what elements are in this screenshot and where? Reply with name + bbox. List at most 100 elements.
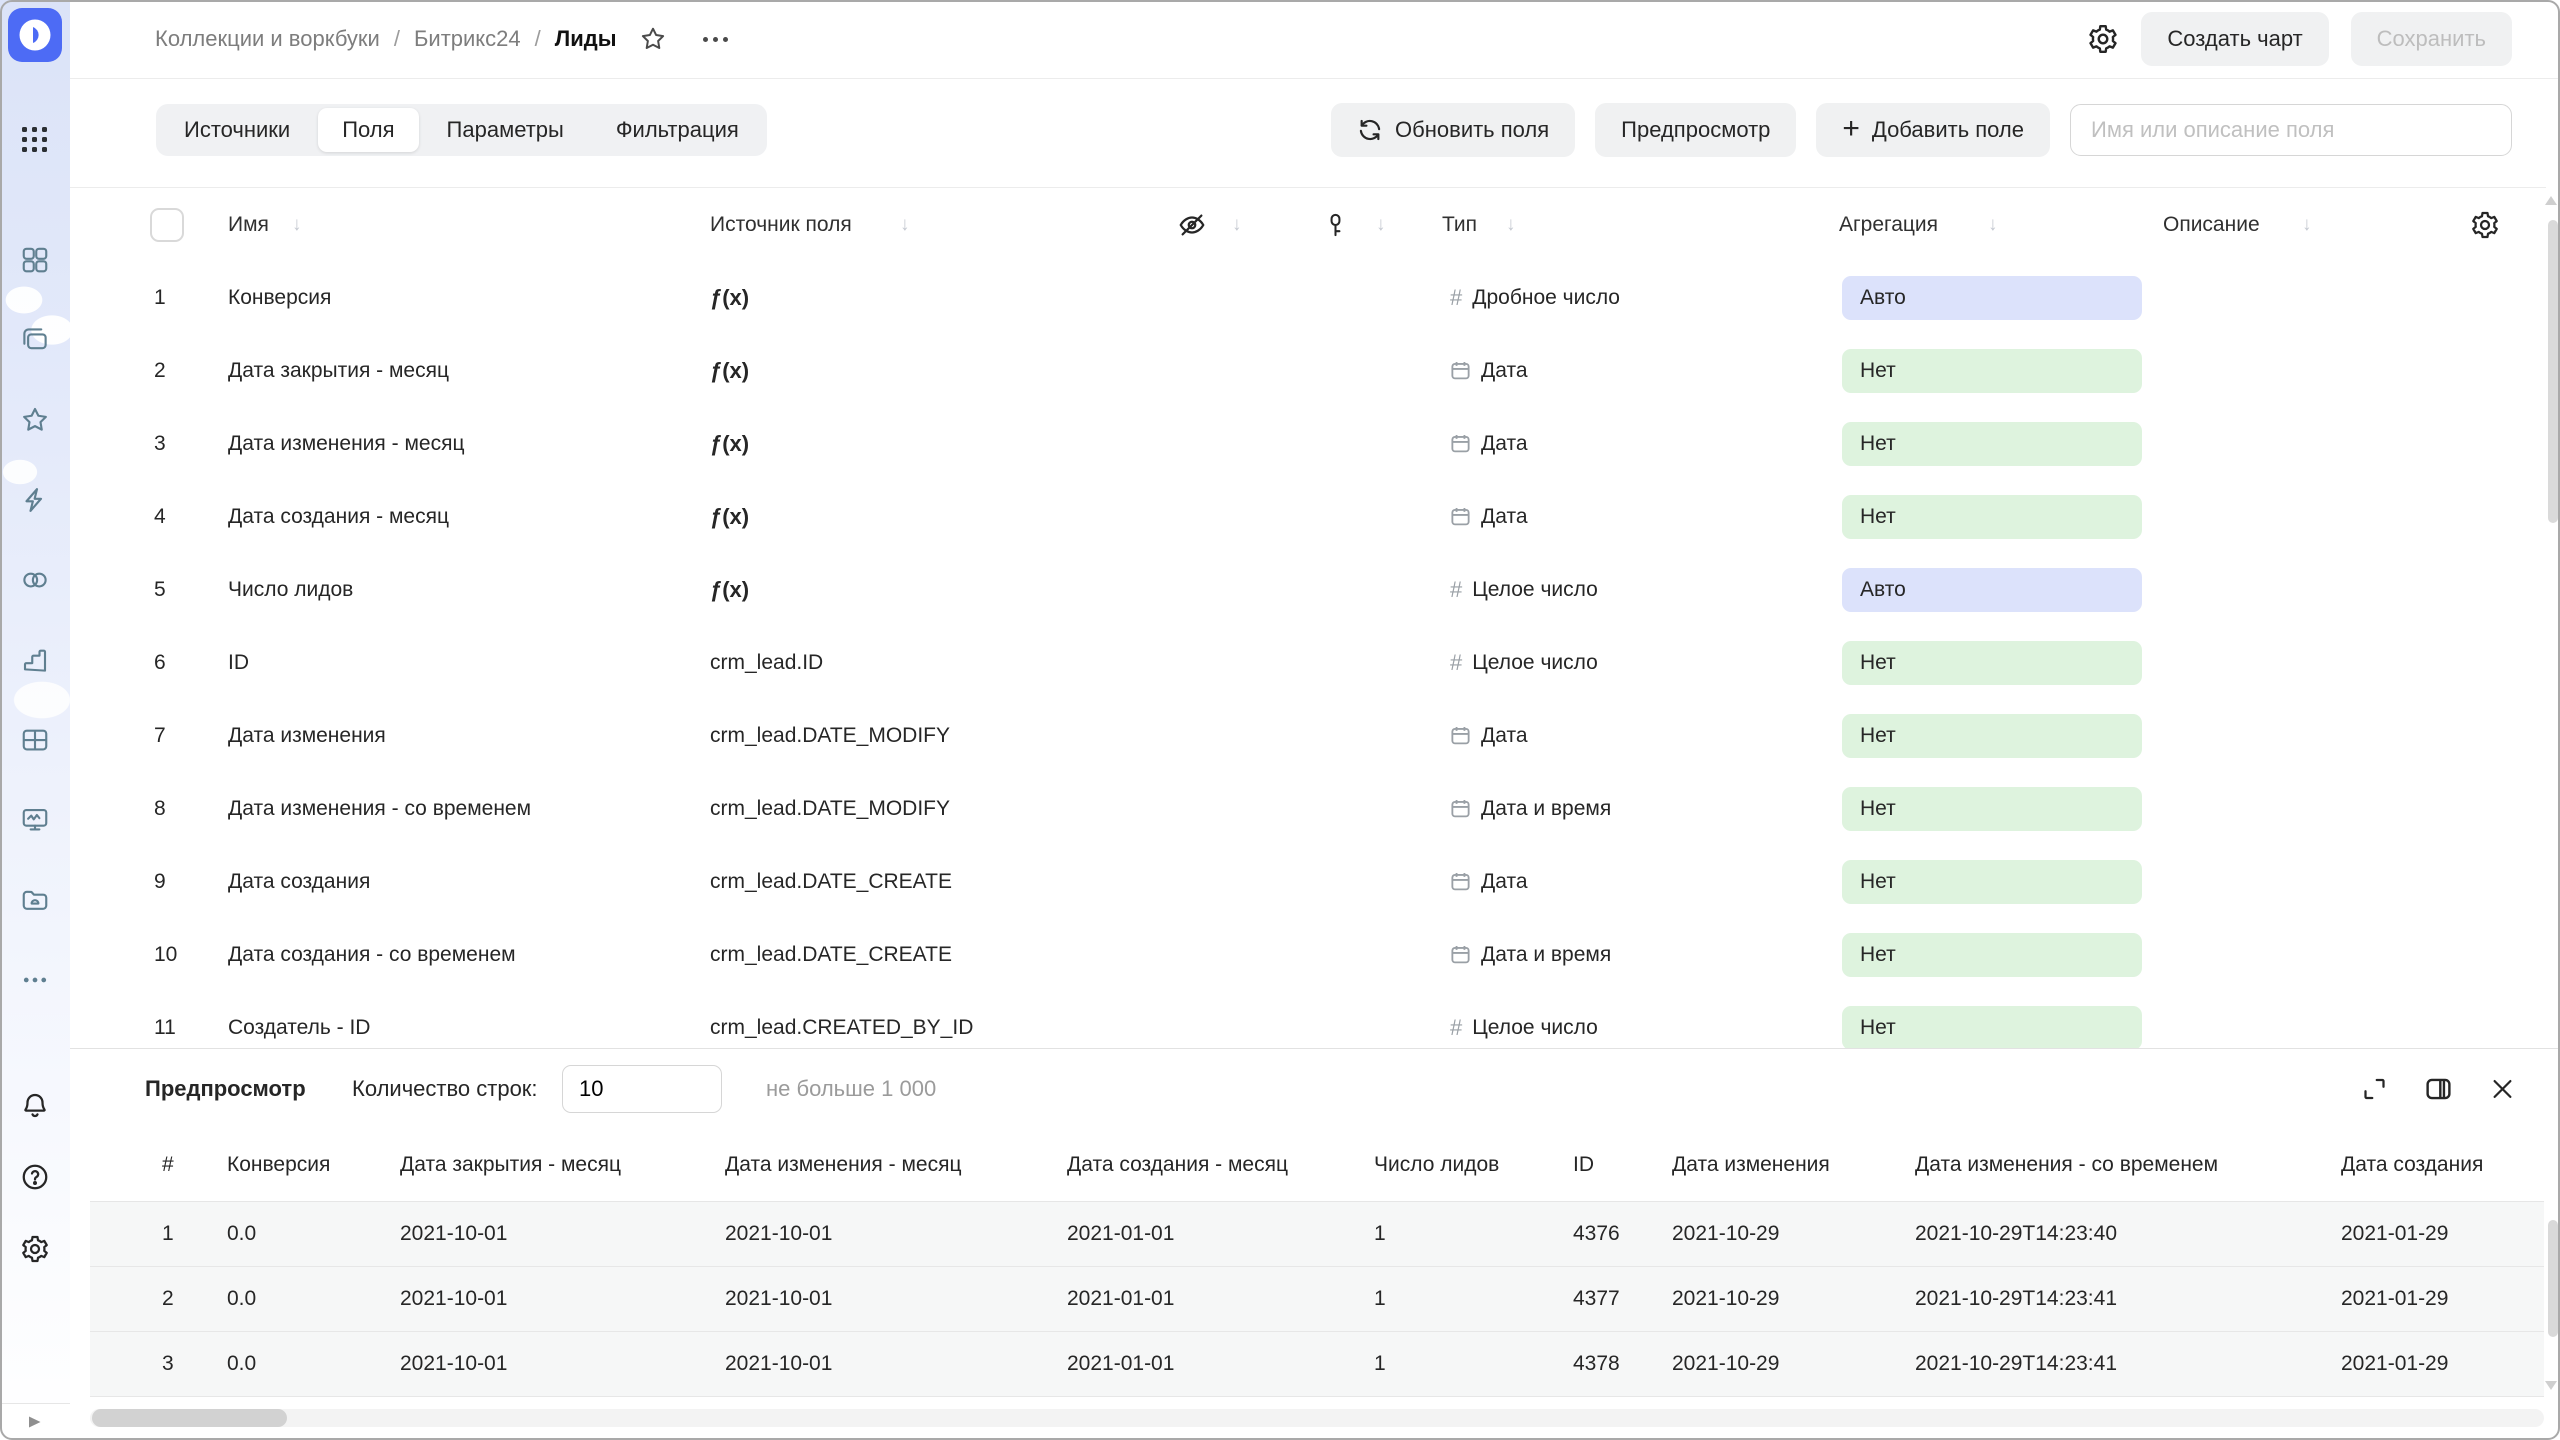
field-name[interactable]: Создатель - ID <box>228 1016 370 1040</box>
sort-arrow-icon[interactable]: ↓ <box>1376 214 1386 236</box>
tab-sources[interactable]: Источники <box>160 108 314 152</box>
folder-icon[interactable] <box>20 885 50 915</box>
field-name[interactable]: Дата создания <box>228 870 370 894</box>
breadcrumb-workbook[interactable]: Битрикс24 <box>414 26 521 52</box>
sort-arrow-icon[interactable]: ↓ <box>1988 214 1998 236</box>
tab-parameters[interactable]: Параметры <box>423 108 588 152</box>
refresh-fields-button[interactable]: Обновить поля <box>1331 103 1575 157</box>
field-name[interactable]: Дата изменения - со временем <box>228 797 531 821</box>
aggregation-select[interactable]: Нет <box>1842 349 2142 393</box>
column-header-aggregation[interactable]: Агрегация <box>1839 213 1938 237</box>
field-row[interactable]: 7Дата измененияcrm_lead.DATE_MODIFYДатаН… <box>70 699 2546 772</box>
field-type[interactable]: Дата и время <box>1450 797 1611 821</box>
add-field-button[interactable]: + Добавить поле <box>1816 103 2050 157</box>
favorite-star-icon[interactable] <box>639 25 667 53</box>
expand-preview-icon[interactable] <box>2361 1076 2388 1103</box>
field-row[interactable]: 9Дата созданияcrm_lead.DATE_CREATEДатаНе… <box>70 845 2546 918</box>
aggregation-select[interactable]: Авто <box>1842 276 2142 320</box>
field-name[interactable]: Дата изменения <box>228 724 386 748</box>
more-dots-icon[interactable] <box>20 965 50 995</box>
field-type[interactable]: #Дробное число <box>1450 285 1620 311</box>
field-row[interactable]: 1Конверсияƒ(x)#Дробное числоАвто <box>70 261 2546 334</box>
formula-icon[interactable]: ƒ(x) <box>710 285 749 311</box>
field-row[interactable]: 2Дата закрытия - месяцƒ(x)ДатаНет <box>70 334 2546 407</box>
save-button[interactable]: Сохранить <box>2351 12 2512 66</box>
key-icon[interactable] <box>1322 212 1349 239</box>
field-name[interactable]: ID <box>228 651 249 675</box>
hidden-eye-icon[interactable] <box>1177 210 1207 240</box>
aggregation-select[interactable]: Нет <box>1842 422 2142 466</box>
copies-layers-icon[interactable] <box>20 325 50 355</box>
sort-arrow-icon[interactable]: ↓ <box>2302 214 2312 236</box>
help-icon[interactable] <box>20 1162 50 1192</box>
field-row[interactable]: 4Дата создания - месяцƒ(x)ДатаНет <box>70 480 2546 553</box>
select-all-checkbox[interactable] <box>150 208 184 242</box>
field-type[interactable]: Дата <box>1450 432 1528 456</box>
bar-chart-icon[interactable] <box>20 645 50 675</box>
dataset-settings-gear-icon[interactable] <box>2087 23 2119 55</box>
formula-icon[interactable]: ƒ(x) <box>710 504 749 530</box>
aggregation-select[interactable]: Нет <box>1842 1006 2142 1049</box>
column-header-name[interactable]: Имя <box>228 213 269 237</box>
field-name[interactable]: Дата закрытия - месяц <box>228 359 449 383</box>
aggregation-select[interactable]: Нет <box>1842 860 2142 904</box>
sidebar-expand-button[interactable] <box>0 1403 70 1440</box>
field-type[interactable]: #Целое число <box>1450 650 1598 676</box>
fields-vertical-scrollbar[interactable] <box>2548 220 2558 523</box>
field-type[interactable]: #Целое число <box>1450 1015 1598 1041</box>
preview-vertical-scrollbar[interactable] <box>2548 1220 2558 1337</box>
settings-gear-icon[interactable] <box>20 1234 50 1264</box>
field-type[interactable]: Дата и время <box>1450 943 1611 967</box>
aggregation-select[interactable]: Нет <box>1842 495 2142 539</box>
tab-filtration[interactable]: Фильтрация <box>592 108 763 152</box>
field-row[interactable]: 8Дата изменения - со временемcrm_lead.DA… <box>70 772 2546 845</box>
sort-arrow-icon[interactable]: ↓ <box>900 214 910 236</box>
table-settings-gear-icon[interactable] <box>2470 210 2500 240</box>
more-menu-icon[interactable] <box>703 37 728 42</box>
table-icon[interactable] <box>20 725 50 755</box>
field-search-input[interactable] <box>2070 104 2512 156</box>
collections-grid-icon[interactable] <box>20 245 50 275</box>
preview-toggle-button[interactable]: Предпросмотр <box>1595 103 1796 157</box>
aggregation-select[interactable]: Нет <box>1842 787 2142 831</box>
column-header-source[interactable]: Источник поля <box>710 213 852 237</box>
field-row[interactable]: 6IDcrm_lead.ID#Целое числоНет <box>70 626 2546 699</box>
column-header-type[interactable]: Тип <box>1442 213 1477 237</box>
field-name[interactable]: Дата создания - месяц <box>228 505 449 529</box>
tab-fields[interactable]: Поля <box>318 108 418 152</box>
scroll-down-arrow[interactable] <box>2545 1381 2557 1390</box>
field-row[interactable]: 10Дата создания - со временемcrm_lead.DA… <box>70 918 2546 991</box>
field-name[interactable]: Дата создания - со временем <box>228 943 516 967</box>
field-type[interactable]: Дата <box>1450 870 1528 894</box>
scroll-up-arrow[interactable] <box>2545 196 2557 205</box>
lightning-icon[interactable] <box>20 485 50 515</box>
field-row[interactable]: 3Дата изменения - месяцƒ(x)ДатаНет <box>70 407 2546 480</box>
field-type[interactable]: #Целое число <box>1450 577 1598 603</box>
formula-icon[interactable]: ƒ(x) <box>710 577 749 603</box>
field-type[interactable]: Дата <box>1450 505 1528 529</box>
datalens-logo[interactable] <box>8 8 62 62</box>
star-icon[interactable] <box>20 405 50 435</box>
formula-icon[interactable]: ƒ(x) <box>710 431 749 457</box>
close-preview-icon[interactable] <box>2489 1076 2516 1103</box>
field-row[interactable]: 11Создатель - IDcrm_lead.CREATED_BY_ID#Ц… <box>70 991 2546 1048</box>
field-type[interactable]: Дата <box>1450 359 1528 383</box>
row-count-input[interactable] <box>562 1065 722 1113</box>
monitor-pulse-icon[interactable] <box>20 805 50 835</box>
aggregation-select[interactable]: Нет <box>1842 714 2142 758</box>
sort-arrow-icon[interactable]: ↓ <box>1232 214 1242 236</box>
breadcrumb-collections[interactable]: Коллекции и воркбуки <box>155 26 380 52</box>
aggregation-select[interactable]: Авто <box>1842 568 2142 612</box>
apps-grid-icon[interactable] <box>22 127 48 153</box>
field-row[interactable]: 5Число лидовƒ(x)#Целое числоАвто <box>70 553 2546 626</box>
field-name[interactable]: Конверсия <box>228 286 331 310</box>
sort-arrow-icon[interactable]: ↓ <box>292 214 302 236</box>
horizontal-scrollbar-track[interactable] <box>90 1409 2544 1427</box>
bell-icon[interactable] <box>20 1090 50 1120</box>
datasets-circles-icon[interactable] <box>20 565 50 595</box>
aggregation-select[interactable]: Нет <box>1842 933 2142 977</box>
horizontal-scrollbar-thumb[interactable] <box>92 1409 287 1427</box>
field-name[interactable]: Дата изменения - месяц <box>228 432 464 456</box>
aggregation-select[interactable]: Нет <box>1842 641 2142 685</box>
sort-arrow-icon[interactable]: ↓ <box>1506 214 1516 236</box>
